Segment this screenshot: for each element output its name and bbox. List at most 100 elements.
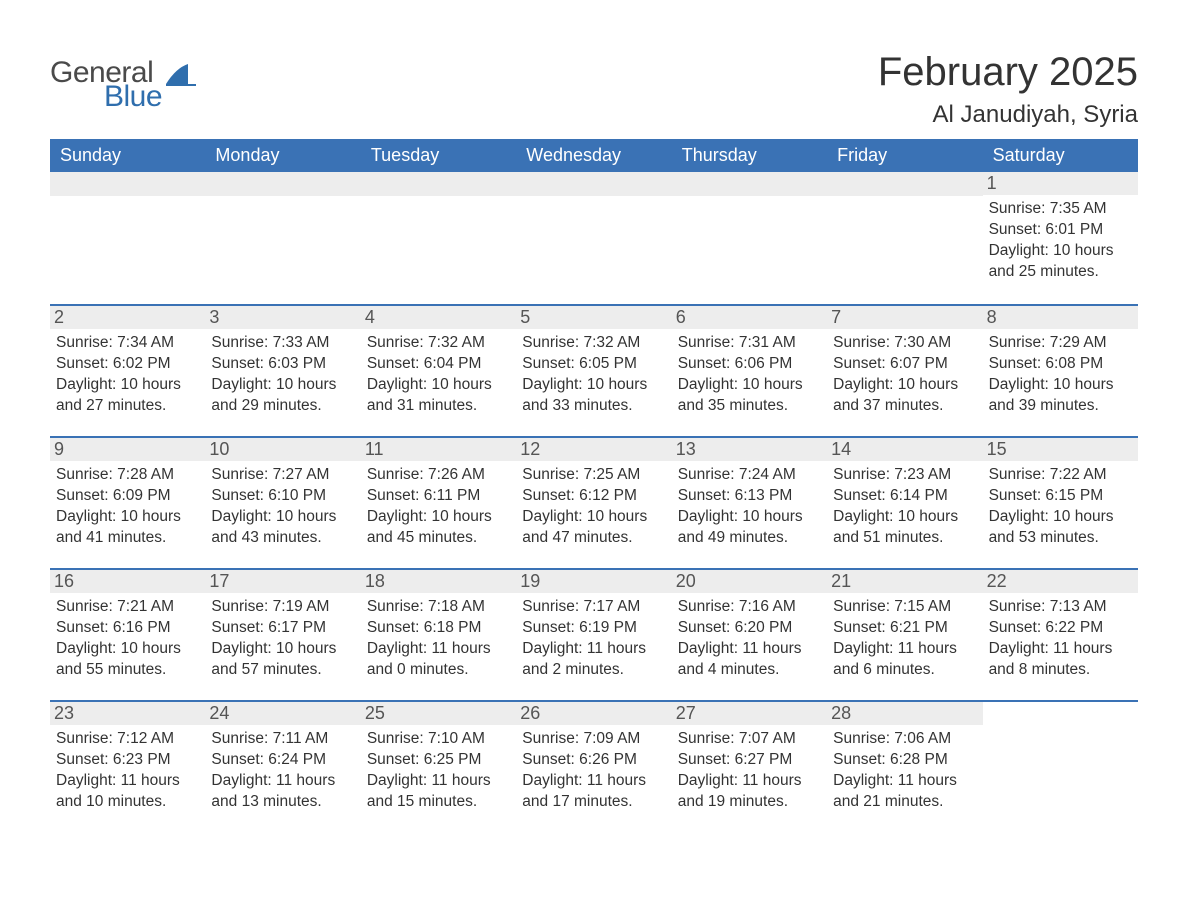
sunset-line: Sunset: 6:03 PM [211,354,354,375]
sunset-line: Sunset: 6:08 PM [989,354,1132,375]
sunset-line: Sunset: 6:19 PM [522,618,665,639]
daylight-line: Daylight: 11 hours and 2 minutes. [522,639,665,681]
day-number: 26 [516,702,671,725]
sunset-line: Sunset: 6:09 PM [56,486,199,507]
daylight-line: Daylight: 10 hours and 55 minutes. [56,639,199,681]
day-number: 9 [50,438,205,461]
day-cell: 10Sunrise: 7:27 AMSunset: 6:10 PMDayligh… [205,438,360,562]
day-cell: 19Sunrise: 7:17 AMSunset: 6:19 PMDayligh… [516,570,671,694]
sunset-line: Sunset: 6:04 PM [367,354,510,375]
daylight-line: Daylight: 11 hours and 21 minutes. [833,771,976,813]
daylight-line: Daylight: 10 hours and 57 minutes. [211,639,354,681]
day-cell [205,172,360,298]
sunrise-line: Sunrise: 7:23 AM [833,465,976,486]
weekday-thursday: Thursday [672,139,827,172]
day-cell: 5Sunrise: 7:32 AMSunset: 6:05 PMDaylight… [516,306,671,430]
day-number: 25 [361,702,516,725]
daylight-line: Daylight: 11 hours and 17 minutes. [522,771,665,813]
logo-word-2: Blue [104,82,162,112]
sunrise-line: Sunrise: 7:35 AM [989,199,1132,220]
sunrise-line: Sunrise: 7:13 AM [989,597,1132,618]
daylight-line: Daylight: 10 hours and 25 minutes. [989,241,1132,283]
week-row: 9Sunrise: 7:28 AMSunset: 6:09 PMDaylight… [50,436,1138,562]
sunset-line: Sunset: 6:02 PM [56,354,199,375]
sunrise-line: Sunrise: 7:33 AM [211,333,354,354]
day-cell: 23Sunrise: 7:12 AMSunset: 6:23 PMDayligh… [50,702,205,826]
daylight-line: Daylight: 11 hours and 15 minutes. [367,771,510,813]
day-cell: 28Sunrise: 7:06 AMSunset: 6:28 PMDayligh… [827,702,982,826]
sunrise-line: Sunrise: 7:06 AM [833,729,976,750]
calendar: SundayMondayTuesdayWednesdayThursdayFrid… [50,139,1138,826]
location: Al Janudiyah, Syria [878,101,1138,129]
sunrise-line: Sunrise: 7:25 AM [522,465,665,486]
sunrise-line: Sunrise: 7:30 AM [833,333,976,354]
day-number: 6 [672,306,827,329]
sunrise-line: Sunrise: 7:11 AM [211,729,354,750]
day-cell: 3Sunrise: 7:33 AMSunset: 6:03 PMDaylight… [205,306,360,430]
sunset-line: Sunset: 6:27 PM [678,750,821,771]
sunrise-line: Sunrise: 7:32 AM [522,333,665,354]
day-cell: 7Sunrise: 7:30 AMSunset: 6:07 PMDaylight… [827,306,982,430]
day-cell: 8Sunrise: 7:29 AMSunset: 6:08 PMDaylight… [983,306,1138,430]
day-number: 10 [205,438,360,461]
sunset-line: Sunset: 6:12 PM [522,486,665,507]
day-number: 22 [983,570,1138,593]
day-cell: 21 Sunrise: 7:15 AMSunset: 6:21 PMDayligh… [827,570,982,694]
day-number: 15 [983,438,1138,461]
daylight-line: Daylight: 11 hours and 6 minutes. [833,639,976,681]
sunrise-line: Sunrise: 7:15 AM [833,597,976,618]
sunset-line: Sunset: 6:06 PM [678,354,821,375]
day-number: 19 [516,570,671,593]
header: General Blue February 2025 Al Janudiyah,… [50,50,1138,129]
day-cell: 14Sunrise: 7:23 AMSunset: 6:14 PMDayligh… [827,438,982,562]
daylight-line: Daylight: 10 hours and 39 minutes. [989,375,1132,417]
daylight-line: Daylight: 10 hours and 51 minutes. [833,507,976,549]
daylight-line: Daylight: 10 hours and 41 minutes. [56,507,199,549]
sunrise-line: Sunrise: 7:34 AM [56,333,199,354]
day-cell: 13Sunrise: 7:24 AMSunset: 6:13 PMDayligh… [672,438,827,562]
day-number: 14 [827,438,982,461]
sunrise-line: Sunrise: 7:22 AM [989,465,1132,486]
daylight-line: Daylight: 11 hours and 4 minutes. [678,639,821,681]
sunset-line: Sunset: 6:25 PM [367,750,510,771]
day-cell [983,702,1138,826]
weekday-wednesday: Wednesday [516,139,671,172]
daylight-line: Daylight: 10 hours and 45 minutes. [367,507,510,549]
day-cell [50,172,205,298]
day-number: 5 [516,306,671,329]
weekday-friday: Friday [827,139,982,172]
daylight-line: Daylight: 10 hours and 37 minutes. [833,375,976,417]
day-number: 11 [361,438,516,461]
day-number: 7 [827,306,982,329]
sunset-line: Sunset: 6:13 PM [678,486,821,507]
day-number: 13 [672,438,827,461]
sunrise-line: Sunrise: 7:27 AM [211,465,354,486]
sunset-line: Sunset: 6:20 PM [678,618,821,639]
day-cell: 25 Sunrise: 7:10 AMSunset: 6:25 PMDayligh… [361,702,516,826]
day-number: 27 [672,702,827,725]
daylight-line: Daylight: 10 hours and 35 minutes. [678,375,821,417]
sunset-line: Sunset: 6:15 PM [989,486,1132,507]
day-number: 24 [205,702,360,725]
daylight-line: Daylight: 11 hours and 0 minutes. [367,639,510,681]
day-cell: 27Sunrise: 7:07 AMSunset: 6:27 PMDayligh… [672,702,827,826]
day-cell: 6Sunrise: 7:31 AMSunset: 6:06 PMDaylight… [672,306,827,430]
daylight-line: Daylight: 10 hours and 49 minutes. [678,507,821,549]
sunset-line: Sunset: 6:24 PM [211,750,354,771]
sunrise-line: Sunrise: 7:10 AM [367,729,510,750]
daylight-line: Daylight: 10 hours and 53 minutes. [989,507,1132,549]
sunset-line: Sunset: 6:21 PM [833,618,976,639]
week-row: 2Sunrise: 7:34 AMSunset: 6:02 PMDaylight… [50,304,1138,430]
day-number: 21 [827,570,982,593]
sunset-line: Sunset: 6:11 PM [367,486,510,507]
daylight-line: Daylight: 11 hours and 10 minutes. [56,771,199,813]
day-cell: 26Sunrise: 7:09 AMSunset: 6:26 PMDayligh… [516,702,671,826]
day-cell [672,172,827,298]
daylight-line: Daylight: 10 hours and 33 minutes. [522,375,665,417]
daylight-line: Daylight: 11 hours and 13 minutes. [211,771,354,813]
daylight-line: Daylight: 10 hours and 47 minutes. [522,507,665,549]
day-number: 20 [672,570,827,593]
week-row: 23Sunrise: 7:12 AMSunset: 6:23 PMDayligh… [50,700,1138,826]
logo-sail-icon [166,62,196,86]
day-cell: 18Sunrise: 7:18 AMSunset: 6:18 PMDayligh… [361,570,516,694]
